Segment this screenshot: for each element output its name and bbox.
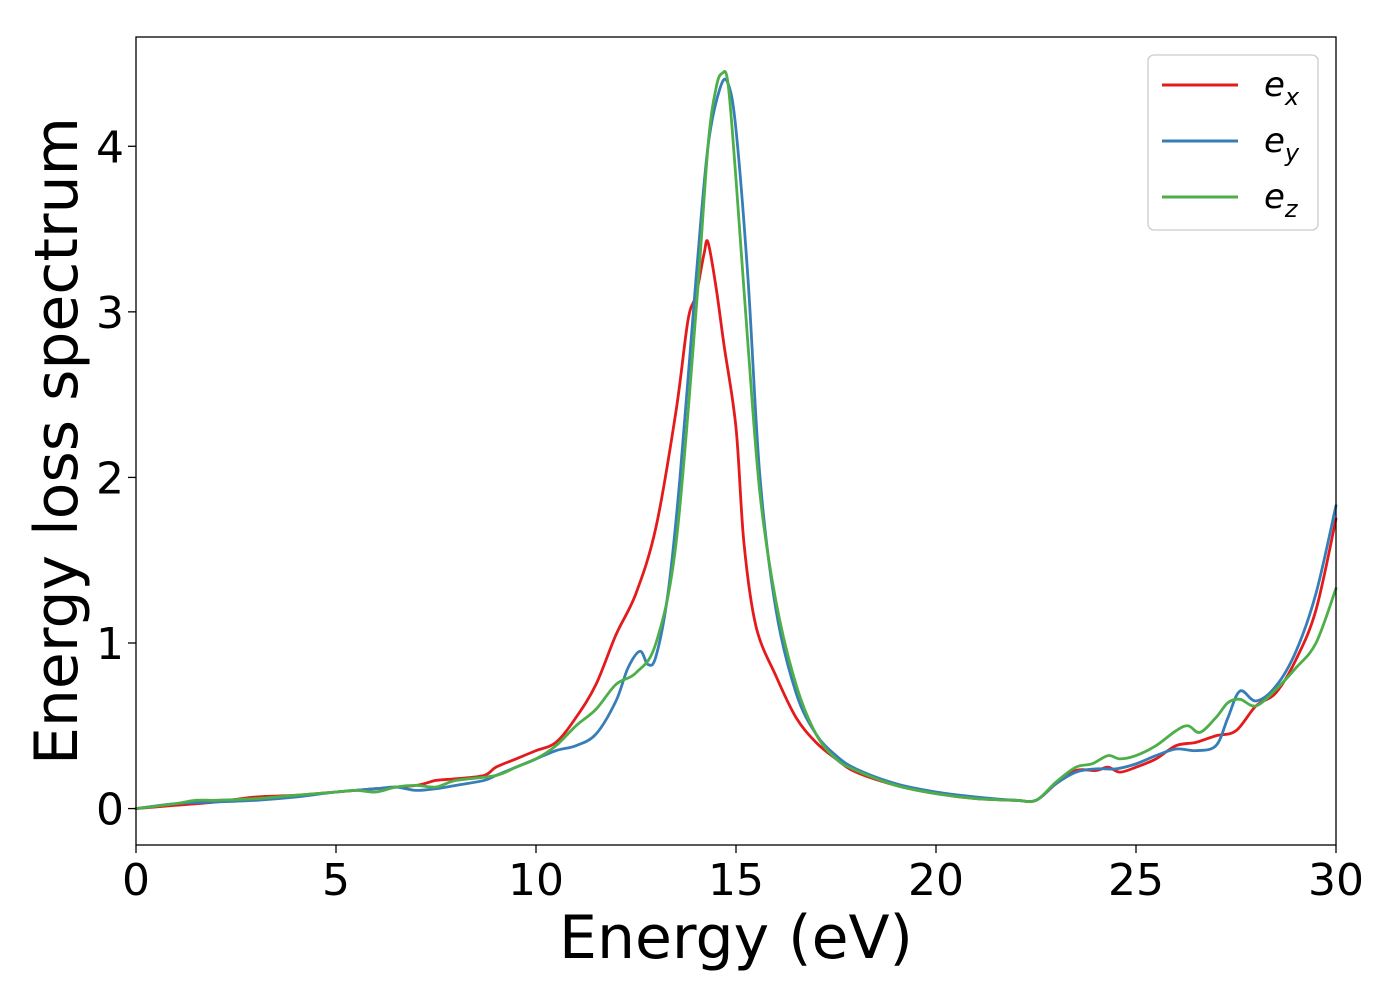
x-axis-label: Energy (eV)	[559, 903, 913, 973]
legend-label-main: e	[1264, 121, 1285, 161]
y-tick-label: 2	[96, 453, 124, 504]
x-tick-label: 30	[1308, 855, 1364, 906]
y-tick-label: 0	[96, 785, 124, 836]
x-tick-label: 15	[708, 855, 764, 906]
x-axis-ticks: 0 5 10 15 20 25 30	[122, 845, 1364, 906]
y-tick-label: 3	[96, 288, 124, 339]
series-line-e-z	[134, 70, 1338, 810]
legend-label-subscript: x	[1284, 83, 1300, 111]
legend-label-subscript: y	[1284, 139, 1300, 167]
legend-label-e-x: ex	[1264, 65, 1300, 111]
legend-label-e-y: ey	[1264, 121, 1300, 167]
x-tick-label: 5	[322, 855, 350, 906]
y-axis-ticks: 0 1 2 3 4	[96, 122, 136, 836]
y-tick-label: 1	[96, 619, 124, 670]
legend-label-main: e	[1264, 65, 1285, 105]
y-axis-label: Energy loss spectrum	[22, 117, 92, 765]
series-line-e-y	[134, 77, 1338, 810]
x-tick-label: 25	[1108, 855, 1164, 906]
legend-label-e-z: ez	[1264, 177, 1299, 223]
x-tick-label: 10	[508, 855, 564, 906]
y-tick-label: 4	[96, 122, 124, 173]
series-layer	[134, 70, 1338, 810]
x-tick-label: 20	[908, 855, 964, 906]
x-tick-label: 0	[122, 855, 150, 906]
legend-label-subscript: z	[1284, 195, 1299, 223]
legend-label-main: e	[1264, 177, 1285, 217]
